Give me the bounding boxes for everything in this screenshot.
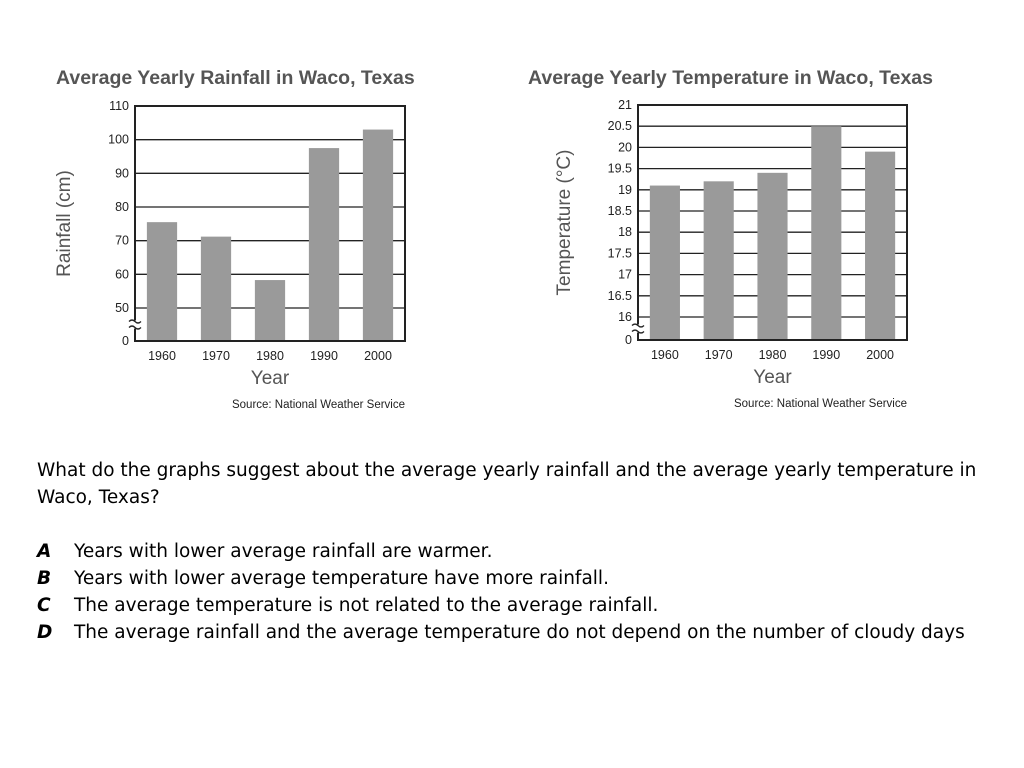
source-note: Source: National Weather Service [734,398,907,410]
axis-break-mark [631,329,645,334]
y-tick-label: 18.5 [608,204,632,218]
bar [757,172,788,339]
question-text: What do the graphs suggest about the ave… [37,460,977,508]
option-text: Years with lower average temperature hav… [74,568,609,589]
rainfall-chart: Average Yearly Rainfall in Waco, Texas 50… [54,67,415,411]
x-tick-label: 1980 [256,349,284,363]
y-tick-label: 100 [108,133,129,147]
y-tick-label: 90 [115,166,129,180]
y-tick-label: 21 [618,98,632,112]
temperature-chart: Average Yearly Temperature in Waco, Texa… [528,67,933,410]
axis-break-mark [128,319,142,324]
option-text: The average temperature is not related t… [74,595,659,616]
bar [254,280,286,340]
y-tick-label: 0 [625,333,632,347]
question-block: What do the graphs suggest about the ave… [37,457,997,646]
option-letter: D [37,622,53,643]
y-tick-label: 0 [122,334,129,348]
y-axis-title: Temperature (°C) [554,150,575,296]
y-tick-label: 80 [115,200,129,214]
y-axis-title: Rainfall (cm) [54,170,75,277]
y-tick-label: 20.5 [608,119,632,133]
option-text: Years with lower average rainfall are wa… [74,541,493,562]
option-c[interactable]: C The average temperature is not related… [37,592,997,619]
bar [362,129,394,340]
x-tick-label: 2000 [364,349,392,363]
axis-break-mark [128,325,142,330]
source-note: Source: National Weather Service [232,399,405,411]
y-tick-label: 20 [618,140,632,154]
x-tick-label: 1990 [812,348,840,362]
option-b[interactable]: B Years with lower average temperature h… [37,565,997,592]
x-tick-label: 1990 [310,349,338,363]
option-letter: B [37,568,52,589]
bar [146,222,178,340]
bar [865,151,896,339]
bar [703,181,734,339]
plot-frame [637,104,908,341]
y-tick-label: 50 [115,301,129,315]
option-text: The average rainfall and the average tem… [74,622,965,643]
y-tick-label: 16.5 [608,289,632,303]
y-tick-label: 110 [109,99,129,113]
y-tick-label: 17 [618,268,632,282]
chart-title: Average Yearly Rainfall in Waco, Texas [56,67,415,89]
chart-title: Average Yearly Temperature in Waco, Texa… [528,67,933,89]
y-tick-label: 19.5 [608,162,632,176]
bar [308,148,340,340]
y-tick-label: 18 [618,225,632,239]
option-a[interactable]: A Years with lower average rainfall are … [37,538,997,565]
y-tick-label: 60 [115,267,129,281]
x-tick-label: 2000 [866,348,894,362]
x-axis-title: Year [251,368,290,389]
x-tick-label: 1980 [759,348,787,362]
y-tick-label: 19 [618,183,632,197]
axis-break-gap [633,324,643,333]
x-tick-label: 1970 [202,349,230,363]
axis-break-gap [130,320,140,329]
x-tick-label: 1960 [148,349,176,363]
x-tick-label: 1960 [651,348,679,362]
x-tick-label: 1970 [705,348,733,362]
bar [811,126,842,339]
y-tick-label: 17.5 [608,246,632,260]
bar [200,236,232,340]
bar [649,185,680,339]
option-d[interactable]: D The average rainfall and the average t… [37,619,997,646]
option-letter: A [37,541,52,562]
plot-frame [134,105,406,342]
axis-break-mark [631,323,645,328]
x-axis-title: Year [753,367,792,388]
option-letter: C [37,595,51,616]
y-tick-label: 16 [618,310,632,324]
y-tick-label: 70 [115,234,129,248]
